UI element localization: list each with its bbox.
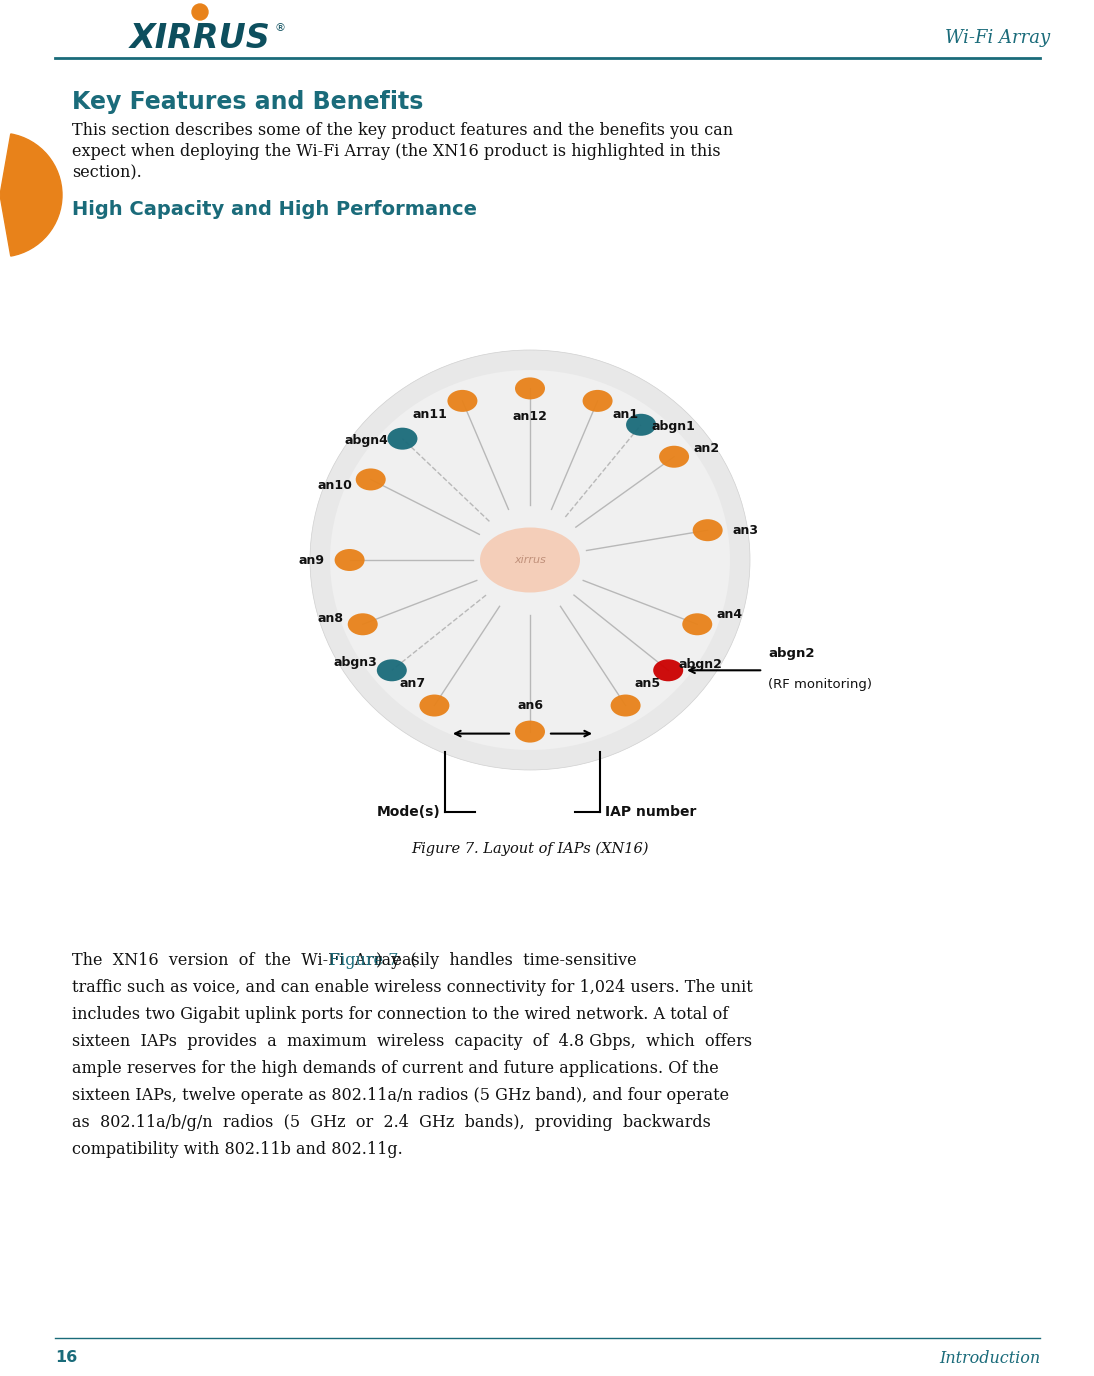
Ellipse shape (387, 428, 418, 450)
Text: expect when deploying the Wi-Fi Array (the XN16 product is highlighted in this: expect when deploying the Wi-Fi Array (t… (72, 143, 721, 160)
Text: High Capacity and High Performance: High Capacity and High Performance (72, 200, 477, 219)
Text: sixteen  IAPs  provides  a  maximum  wireless  capacity  of  4.8 Gbps,  which  o: sixteen IAPs provides a maximum wireless… (72, 1033, 753, 1050)
Circle shape (193, 4, 208, 21)
Text: IAP number: IAP number (605, 805, 697, 819)
Ellipse shape (653, 659, 683, 681)
Ellipse shape (419, 695, 450, 717)
Text: abgn2: abgn2 (768, 647, 815, 660)
Text: ample reserves for the high demands of current and future applications. Of the: ample reserves for the high demands of c… (72, 1060, 719, 1077)
Text: Figure 7. Layout of IAPs (XN16): Figure 7. Layout of IAPs (XN16) (411, 842, 649, 856)
Text: an8: an8 (317, 612, 344, 625)
Ellipse shape (480, 527, 580, 593)
Text: abgn1: abgn1 (651, 420, 695, 433)
Text: an12: an12 (513, 410, 547, 422)
Text: Key Features and Benefits: Key Features and Benefits (72, 89, 423, 114)
Ellipse shape (447, 389, 477, 411)
Text: an11: an11 (412, 409, 447, 421)
Ellipse shape (693, 519, 723, 541)
Text: an2: an2 (693, 442, 719, 455)
Ellipse shape (348, 614, 377, 636)
Text: as  802.11a/b/g/n  radios  (5  GHz  or  2.4  GHz  bands),  providing  backwards: as 802.11a/b/g/n radios (5 GHz or 2.4 GH… (72, 1115, 711, 1131)
Text: an1: an1 (613, 409, 639, 421)
Ellipse shape (376, 659, 407, 681)
Text: includes two Gigabit uplink ports for connection to the wired network. A total o: includes two Gigabit uplink ports for co… (72, 1006, 729, 1022)
Text: Mode(s): Mode(s) (376, 805, 440, 819)
Text: an7: an7 (399, 677, 426, 689)
Text: (RF monitoring): (RF monitoring) (768, 678, 872, 691)
Text: 16: 16 (55, 1350, 78, 1365)
Ellipse shape (626, 414, 656, 436)
Text: This section describes some of the key product features and the benefits you can: This section describes some of the key p… (72, 122, 733, 139)
Text: Introduction: Introduction (939, 1350, 1040, 1366)
Text: )  easily  handles  time-sensitive: ) easily handles time-sensitive (376, 952, 637, 969)
Text: an4: an4 (717, 608, 743, 621)
Ellipse shape (683, 614, 712, 636)
Text: traffic such as voice, and can enable wireless connectivity for 1,024 users. The: traffic such as voice, and can enable wi… (72, 978, 753, 996)
Wedge shape (0, 133, 62, 256)
Text: abgn4: abgn4 (345, 435, 388, 447)
Text: XIRRUS: XIRRUS (129, 22, 270, 55)
Text: an6: an6 (517, 699, 543, 713)
Ellipse shape (310, 350, 750, 771)
Ellipse shape (335, 549, 364, 571)
Text: ®: ® (275, 23, 286, 33)
Ellipse shape (356, 468, 386, 490)
Text: section).: section). (72, 164, 142, 182)
Text: an3: an3 (733, 524, 758, 537)
Ellipse shape (659, 446, 689, 468)
Text: compatibility with 802.11b and 802.11g.: compatibility with 802.11b and 802.11g. (72, 1141, 403, 1159)
Text: abgn3: abgn3 (334, 656, 377, 669)
Text: abgn2: abgn2 (678, 658, 722, 671)
Text: xirrus: xirrus (514, 555, 546, 566)
Text: an9: an9 (299, 553, 325, 567)
Text: an5: an5 (635, 677, 661, 689)
Ellipse shape (330, 370, 730, 750)
Ellipse shape (610, 695, 641, 717)
Ellipse shape (583, 389, 613, 411)
Ellipse shape (515, 721, 545, 743)
Text: The  XN16  version  of  the  Wi-Fi  Array  (: The XN16 version of the Wi-Fi Array ( (72, 952, 417, 969)
Text: Figure 7: Figure 7 (329, 952, 399, 969)
Text: an10: an10 (317, 479, 352, 493)
Text: sixteen IAPs, twelve operate as 802.11a/n radios (5 GHz band), and four operate: sixteen IAPs, twelve operate as 802.11a/… (72, 1087, 729, 1104)
Ellipse shape (515, 377, 545, 399)
Text: Wi-Fi Array: Wi-Fi Array (945, 29, 1050, 47)
